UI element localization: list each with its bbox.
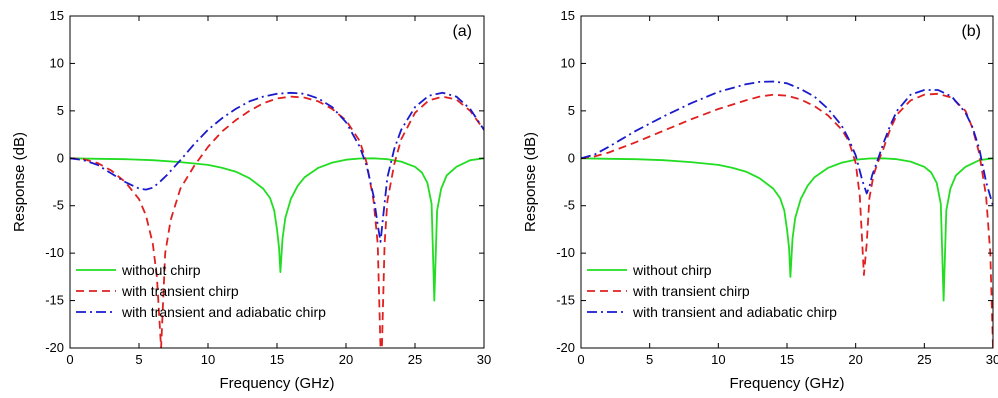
series-group [70,91,484,348]
panel-label: (b) [961,23,981,40]
y-tick-label: -15 [45,293,64,308]
y-axis-label: Response (dB) [522,132,539,232]
chart-panel-b: 0 5 10 15 20 25 30 -20 -15 -10 -5 0 5 10 15 Frequency (… [522,8,998,392]
x-axis-label: Frequency (GHz) [729,375,844,392]
x-tick-label: 25 [408,352,422,367]
series-line-without-chirp [70,157,484,302]
x-tick-label: 10 [201,352,215,367]
y-tick-label: 0 [568,150,575,165]
x-tick-label: 5 [646,352,653,367]
x-tick-label: 0 [66,352,73,367]
legend: without chirp with transient chirp with tr… [76,262,326,320]
series-group [581,80,993,348]
series-line-with-transient-chirp [581,92,993,348]
x-tick-label: 30 [477,352,491,367]
y-tick-label: -20 [45,340,64,355]
series-line-with-transient-chirp [70,95,484,348]
x-tick-label: 15 [270,352,284,367]
x-tick-label: 15 [780,352,794,367]
y-tick-label: 0 [57,150,64,165]
y-tick-label: -5 [563,198,575,213]
series-line-with-transient-and-adiabatic-chirp [581,80,993,206]
x-tick-label: 10 [711,352,725,367]
y-tick-label: 10 [50,55,64,70]
y-tick-label: 5 [568,103,575,118]
x-tick-label: 20 [848,352,862,367]
y-tick-label: -20 [556,340,575,355]
legend: without chirp with transient chirp with tr… [587,262,837,320]
series-line-with-transient-and-adiabatic-chirp [70,91,484,243]
legend-label: with transient and adiabatic chirp [121,304,326,320]
x-tick-label: 20 [339,352,353,367]
x-tick-label: 5 [135,352,142,367]
y-axis-label: Response (dB) [11,132,28,232]
chart-panel-a: 0 5 10 15 20 25 30 -20 -15 -10 -5 0 5 10 15 Frequency (… [11,8,491,392]
series-line-without-chirp [581,157,993,302]
x-tick-label: 30 [986,352,998,367]
y-tick-label: 10 [561,55,575,70]
y-tick-label: -10 [45,245,64,260]
x-axis-label: Frequency (GHz) [219,375,334,392]
x-tick-label: 25 [917,352,931,367]
legend-label: with transient chirp [121,283,239,299]
legend-label: without chirp [121,262,201,278]
y-tick-label: -15 [556,293,575,308]
y-tick-label: 15 [561,8,575,23]
y-tick-label: 5 [57,103,64,118]
x-tick-label: 0 [577,352,584,367]
y-tick-label: -5 [52,198,64,213]
legend-label: with transient and adiabatic chirp [632,304,837,320]
y-tick-label: 15 [50,8,64,23]
y-tick-label: -10 [556,245,575,260]
legend-label: without chirp [632,262,712,278]
panel-label: (a) [452,23,472,40]
legend-label: with transient chirp [632,283,750,299]
